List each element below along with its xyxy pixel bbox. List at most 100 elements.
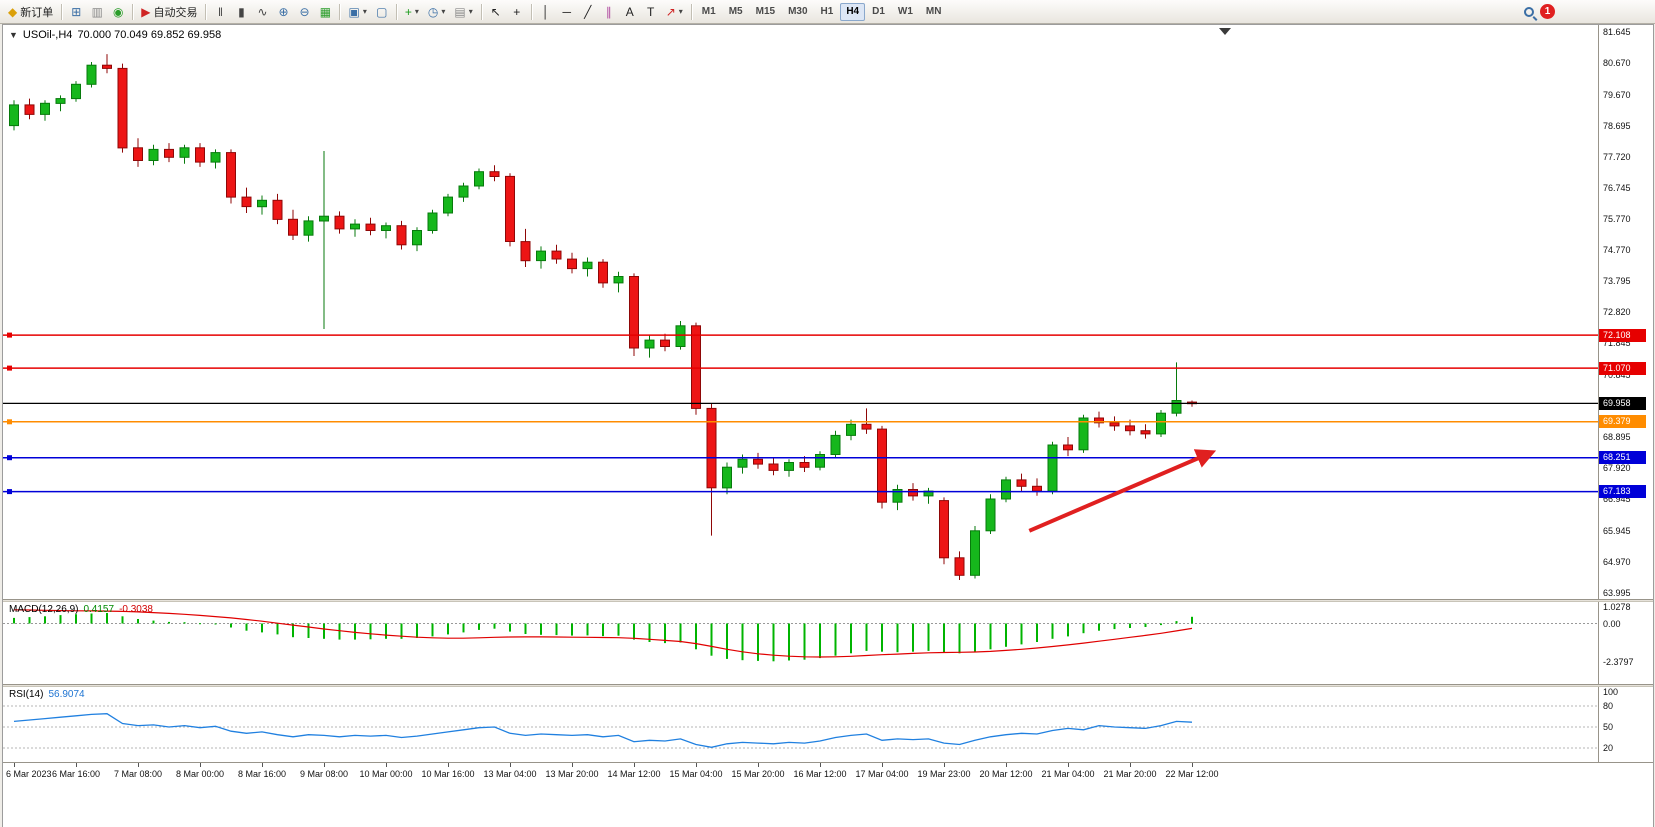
time-label: 14 Mar 12:00 <box>607 769 661 779</box>
trendline-button[interactable]: ╱ <box>578 2 598 22</box>
candle <box>164 143 174 163</box>
autotrading-button[interactable]: ▶ 自动交易 <box>137 2 201 22</box>
notification-badge[interactable]: 1 <box>1540 4 1555 19</box>
candle <box>117 63 128 153</box>
charts-window-button[interactable]: ⊞ <box>66 2 86 22</box>
profiles-button[interactable]: ▥ <box>87 2 107 22</box>
tile-windows-button[interactable]: ▣ ▾ <box>344 2 370 22</box>
text-button[interactable]: A <box>620 2 640 22</box>
timeframe-m1-button[interactable]: M1 <box>696 3 722 21</box>
macd-bar <box>803 623 806 660</box>
hline-handle[interactable] <box>7 455 12 461</box>
macd-bar <box>292 623 294 638</box>
rsi-label: RSI(14) 56.9074 <box>9 689 85 700</box>
toolbar: ◆ 新订单 ⊞ ▥ ◉ ▶ 自动交易 ‖ ▮ ∿ ⊕ ⊖ ▦ ▣ ▾ ▢ + ▾ ◷ ▾ ▤ ▾ ↖ + │ ─ ╱ ∥ A T ↗ ▾ M1 M… <box>0 0 1655 24</box>
candle <box>799 456 810 472</box>
timeframe-m5-button[interactable]: M5 <box>723 3 749 21</box>
candle <box>210 149 221 169</box>
macd-bar <box>881 623 883 652</box>
price-label: 77.720 <box>1603 152 1631 162</box>
price-chart-panel: ▼ USOil-,H4 70.000 70.049 69.852 69.958 … <box>3 25 1653 599</box>
macd-bar <box>912 623 914 652</box>
one-click-trading-toggle[interactable]: ▼ <box>9 30 18 40</box>
price-scale[interactable]: 81.645 80.670 79.670 78.695 77.720 76.745 75.7… <box>1598 25 1653 599</box>
search-button[interactable] <box>1519 2 1539 22</box>
arrange-windows-button[interactable]: ▢ <box>372 2 392 22</box>
time-label: 13 Mar 04:00 <box>483 769 537 779</box>
macd-bar <box>540 623 542 635</box>
candle <box>396 220 407 250</box>
macd-bar <box>1051 623 1054 639</box>
timeframe-d1-button[interactable]: D1 <box>866 3 891 21</box>
macd-bar <box>261 623 263 633</box>
candle <box>40 100 50 121</box>
periods-button[interactable]: ◷ ▾ <box>424 2 450 22</box>
horizontal-line-button[interactable]: ─ <box>557 2 577 22</box>
rsi-chart[interactable] <box>3 687 1599 762</box>
macd-bar <box>943 623 945 653</box>
macd-bar <box>323 623 325 639</box>
timeframe-m15-button[interactable]: M15 <box>750 3 781 21</box>
macd-bar <box>354 623 356 640</box>
time-tick <box>200 763 201 767</box>
ohlc-values: 70.000 70.049 69.852 69.958 <box>77 29 222 41</box>
cursor-icon: ↖ <box>490 4 501 19</box>
shift-end-marker[interactable] <box>1219 28 1231 35</box>
price-label: 68.895 <box>1603 432 1631 442</box>
macd-chart[interactable] <box>3 602 1599 684</box>
arrows-button[interactable]: ↗ ▾ <box>662 2 687 22</box>
hline-handle[interactable] <box>7 419 12 425</box>
trend-arrow[interactable] <box>1028 449 1217 533</box>
cursor-button[interactable]: ↖ <box>486 2 506 22</box>
time-axis[interactable]: 6 Mar 2023 6 Mar 16:00 7 Mar 08:00 8 Mar 00… <box>3 762 1653 827</box>
candle <box>9 100 19 131</box>
candles-chart-button[interactable]: ▮ <box>231 2 251 22</box>
price-badge-69.379: 69.379 <box>1599 415 1646 428</box>
timeframe-mn-button[interactable]: MN <box>920 3 948 21</box>
macd-bar <box>695 623 697 650</box>
text-icon: A <box>625 4 634 19</box>
macd-bar <box>214 623 217 625</box>
panel-splitter[interactable] <box>3 684 1653 687</box>
hline-handle[interactable] <box>7 332 12 338</box>
timeframe-w1-button[interactable]: W1 <box>892 3 919 21</box>
timeframe-h4-button[interactable]: H4 <box>840 2 866 21</box>
macd-scale[interactable]: 1.0278 0.00 -2.3797 <box>1598 602 1653 684</box>
time-tick <box>510 763 511 767</box>
price-badge-72.108: 72.108 <box>1599 329 1646 342</box>
bars-chart-button[interactable]: ‖ <box>210 2 230 22</box>
rsi-scale-label: 50 <box>1603 722 1614 732</box>
time-tick <box>76 763 77 767</box>
price-chart[interactable] <box>3 25 1599 599</box>
vertical-line-button[interactable]: │ <box>536 2 556 22</box>
price-label: 71.845 <box>1603 338 1631 348</box>
price-label: 66.945 <box>1603 494 1631 504</box>
candle <box>71 81 81 102</box>
candle <box>257 195 267 215</box>
toolbar-separator <box>530 3 532 20</box>
timeframe-h1-button[interactable]: H1 <box>815 3 840 21</box>
hline-handle[interactable] <box>7 365 12 371</box>
candle <box>1140 424 1151 439</box>
rsi-scale[interactable]: 100 80 50 20 <box>1598 687 1653 762</box>
channel-button[interactable]: ∥ <box>599 2 619 22</box>
templates-button[interactable]: ▤ ▾ <box>450 2 476 22</box>
indicators-button[interactable]: + ▾ <box>401 2 423 22</box>
crosshair-button[interactable]: + <box>507 2 527 22</box>
new-order-button[interactable]: ◆ 新订单 <box>4 2 57 22</box>
panel-splitter[interactable] <box>3 599 1653 602</box>
profiles-icon: ▥ <box>91 4 103 19</box>
zoom-out-button[interactable]: ⊖ <box>294 2 314 22</box>
candle <box>846 419 856 441</box>
timeframe-m30-button[interactable]: M30 <box>782 3 813 21</box>
line-chart-button[interactable]: ∿ <box>252 2 272 22</box>
navigator-button[interactable]: ◉ <box>108 2 128 22</box>
macd-bar <box>1036 623 1038 642</box>
symbol-period: USOil-,H4 <box>22 29 73 41</box>
hline-handle[interactable] <box>7 489 12 495</box>
text-label-button[interactable]: T <box>641 2 661 22</box>
zoom-in-button[interactable]: ⊕ <box>273 2 293 22</box>
macd-bar <box>617 623 620 636</box>
macd-bar <box>245 623 248 631</box>
grid-button[interactable]: ▦ <box>315 2 335 22</box>
